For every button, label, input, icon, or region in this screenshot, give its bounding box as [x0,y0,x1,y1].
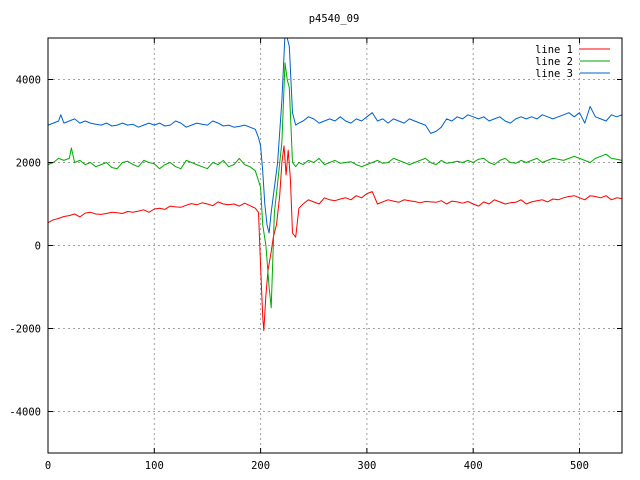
series-line-3 [48,38,622,234]
chart-title: p4540_09 [309,13,360,25]
y-tick-label: -2000 [9,324,41,336]
legend-label: line 3 [535,68,573,80]
axis-ticks: 0 100 200 300 400 500 -4000 -2000 0 2000 4000 [9,38,622,472]
y-tick-label: 4000 [16,75,41,87]
x-tick-label: 0 [45,460,51,472]
y-tick-label: -4000 [9,407,41,419]
x-tick-label: 500 [570,460,589,472]
y-tick-label: 0 [35,241,41,253]
legend-label: line 1 [535,44,573,56]
x-tick-label: 400 [464,460,483,472]
y-tick-label: 2000 [16,158,41,170]
x-tick-label: 100 [145,460,164,472]
plot-series [48,38,622,332]
legend-label: line 2 [535,56,573,68]
grid-lines [48,38,622,453]
series-line-2 [48,62,622,309]
x-tick-label: 300 [357,460,376,472]
x-tick-label: 200 [251,460,270,472]
series-line-1 [48,145,622,332]
